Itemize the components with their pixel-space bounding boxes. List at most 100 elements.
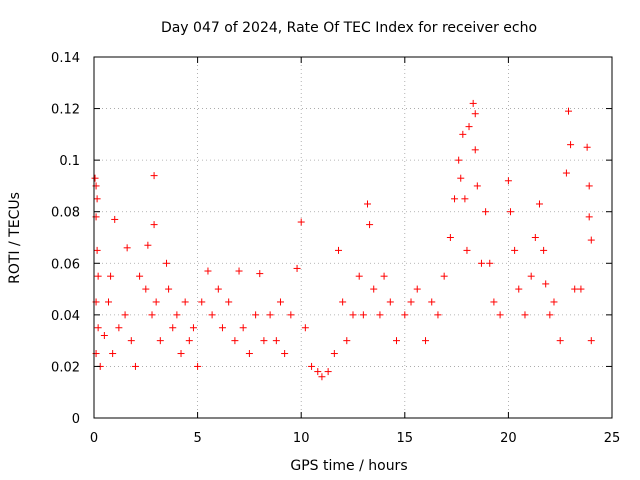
data-point bbox=[100, 331, 108, 339]
data-point bbox=[214, 285, 222, 293]
y-tick-label: 0.04 bbox=[51, 309, 80, 324]
data-point bbox=[281, 350, 289, 358]
data-point bbox=[422, 337, 430, 345]
y-tick-label: 0.02 bbox=[51, 360, 80, 375]
data-point bbox=[148, 311, 156, 319]
data-point bbox=[585, 213, 593, 221]
data-point bbox=[91, 174, 99, 182]
data-point bbox=[504, 177, 512, 185]
data-point bbox=[486, 259, 494, 267]
data-point bbox=[121, 311, 129, 319]
data-point bbox=[231, 337, 239, 345]
data-point bbox=[156, 337, 164, 345]
data-point bbox=[266, 311, 274, 319]
data-point bbox=[314, 368, 322, 376]
x-tick-label: 5 bbox=[193, 431, 201, 446]
data-point bbox=[585, 182, 593, 190]
data-point bbox=[245, 350, 253, 358]
data-points bbox=[91, 99, 595, 381]
x-tick-label: 20 bbox=[500, 431, 517, 446]
grid-lines bbox=[94, 57, 612, 418]
data-point bbox=[93, 246, 101, 254]
data-point bbox=[239, 324, 247, 332]
data-point bbox=[163, 259, 171, 267]
data-point bbox=[556, 337, 564, 345]
data-point bbox=[540, 246, 548, 254]
data-point bbox=[511, 246, 519, 254]
y-axis-label: ROTI / TECUs bbox=[7, 192, 23, 284]
plot-frame bbox=[93, 56, 613, 419]
data-point bbox=[218, 324, 226, 332]
data-point bbox=[490, 298, 498, 306]
data-point bbox=[376, 311, 384, 319]
data-point bbox=[515, 285, 523, 293]
data-point bbox=[131, 362, 139, 370]
data-point bbox=[457, 174, 465, 182]
y-tick-label: 0.14 bbox=[51, 51, 80, 66]
data-point bbox=[393, 337, 401, 345]
data-point bbox=[256, 270, 264, 278]
data-point bbox=[169, 324, 177, 332]
data-point bbox=[93, 195, 101, 203]
data-point bbox=[198, 298, 206, 306]
data-point bbox=[115, 324, 123, 332]
data-point bbox=[455, 156, 463, 164]
data-point bbox=[461, 195, 469, 203]
data-point bbox=[550, 298, 558, 306]
data-point bbox=[413, 285, 421, 293]
data-point bbox=[471, 146, 479, 154]
data-point bbox=[469, 99, 477, 107]
x-tick-label: 10 bbox=[293, 431, 310, 446]
data-point bbox=[482, 208, 490, 216]
data-point bbox=[252, 311, 260, 319]
data-point bbox=[189, 324, 197, 332]
data-point bbox=[107, 272, 115, 280]
data-point bbox=[152, 298, 160, 306]
data-point bbox=[401, 311, 409, 319]
data-point bbox=[562, 169, 570, 177]
data-point bbox=[546, 311, 554, 319]
data-point bbox=[349, 311, 357, 319]
data-point bbox=[343, 337, 351, 345]
data-point bbox=[287, 311, 295, 319]
data-point bbox=[330, 350, 338, 358]
y-tick-label: 0.08 bbox=[51, 206, 80, 221]
data-point bbox=[542, 280, 550, 288]
data-point bbox=[471, 110, 479, 118]
data-point bbox=[380, 272, 388, 280]
data-point bbox=[204, 267, 212, 275]
data-point bbox=[506, 208, 514, 216]
data-point bbox=[370, 285, 378, 293]
data-point bbox=[527, 272, 535, 280]
data-point bbox=[364, 200, 372, 208]
data-point bbox=[428, 298, 436, 306]
data-point bbox=[181, 298, 189, 306]
data-point bbox=[451, 195, 459, 203]
data-point bbox=[434, 311, 442, 319]
data-point bbox=[465, 123, 473, 131]
data-point bbox=[583, 143, 591, 151]
data-point bbox=[94, 272, 102, 280]
data-point bbox=[535, 200, 543, 208]
data-point bbox=[127, 337, 135, 345]
data-point bbox=[440, 272, 448, 280]
data-point bbox=[521, 311, 529, 319]
x-tick-label: 0 bbox=[90, 431, 98, 446]
data-point bbox=[142, 285, 150, 293]
data-point bbox=[136, 272, 144, 280]
x-tick-label: 15 bbox=[397, 431, 414, 446]
data-point bbox=[567, 141, 575, 149]
data-point bbox=[339, 298, 347, 306]
data-point bbox=[185, 337, 193, 345]
data-point bbox=[334, 246, 342, 254]
y-tick-label: 0 bbox=[72, 412, 80, 427]
data-point bbox=[293, 264, 301, 272]
data-point bbox=[225, 298, 233, 306]
data-point bbox=[355, 272, 363, 280]
data-point bbox=[496, 311, 504, 319]
data-point bbox=[386, 298, 394, 306]
data-point bbox=[531, 234, 539, 241]
data-point bbox=[587, 236, 595, 244]
data-point bbox=[297, 218, 305, 226]
